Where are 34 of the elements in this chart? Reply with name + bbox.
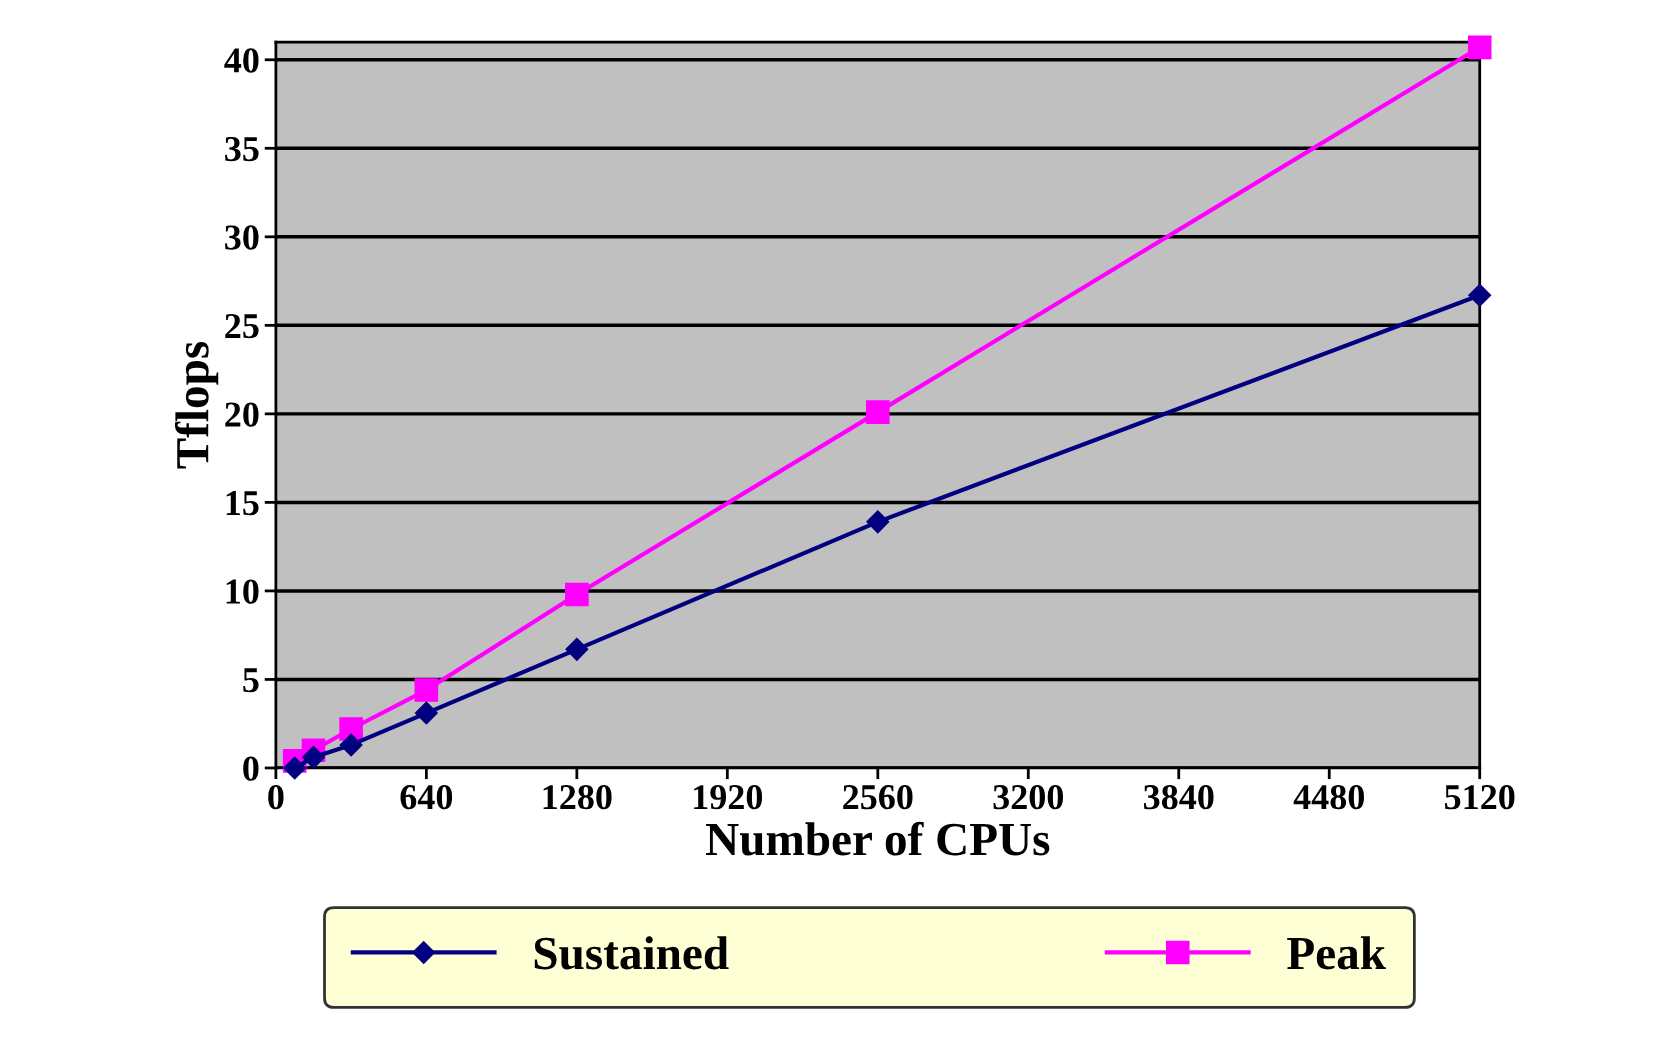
x-tick-label: 640 [400,784,453,810]
legend-label: Sustained [534,936,729,970]
point [339,717,363,741]
x-tick-label: 1280 [543,784,612,810]
point [339,733,363,757]
point [414,678,439,702]
point [565,637,589,661]
x-tick-label: 1920 [694,784,763,810]
y-tick-label: 30 [225,225,259,250]
x-axis-title: Number of CPUs [705,821,1050,856]
point [865,400,890,424]
y-tick-label: 40 [224,48,259,73]
x-tick-label: 3200 [993,784,1064,810]
point [414,701,438,725]
x-tick-label: 5120 [1445,784,1515,810]
x-tick-label: 3840 [1144,784,1214,810]
point [866,510,890,534]
point [1468,283,1492,307]
y-tick-label: 15 [226,491,259,516]
y-tick-label: 35 [225,136,259,162]
y-tick-label: 20 [225,402,259,427]
point [1467,35,1492,60]
x-tick-label: 0 [268,784,284,810]
y-axis-title: Tflops [174,341,219,469]
legend-label: Peak [1287,936,1386,970]
y-tick-label: 10 [226,579,259,604]
x-tick-label: 4480 [1293,784,1364,810]
point [565,582,589,607]
point [283,756,307,780]
y-tick-label: 5 [243,668,259,693]
point [302,745,325,769]
y-tick-label: 25 [225,313,259,339]
x-tick-label: 2560 [843,784,913,810]
y-tick-label: 0 [243,756,259,781]
